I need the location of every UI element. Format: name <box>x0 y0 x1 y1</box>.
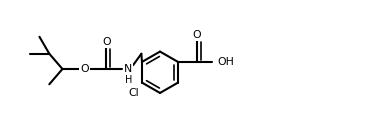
Text: O: O <box>192 30 201 40</box>
Text: OH: OH <box>217 57 234 67</box>
Text: O: O <box>80 64 89 74</box>
Text: H: H <box>124 75 132 85</box>
Text: N: N <box>124 64 132 74</box>
Text: O: O <box>102 37 111 47</box>
Text: Cl: Cl <box>129 87 139 98</box>
